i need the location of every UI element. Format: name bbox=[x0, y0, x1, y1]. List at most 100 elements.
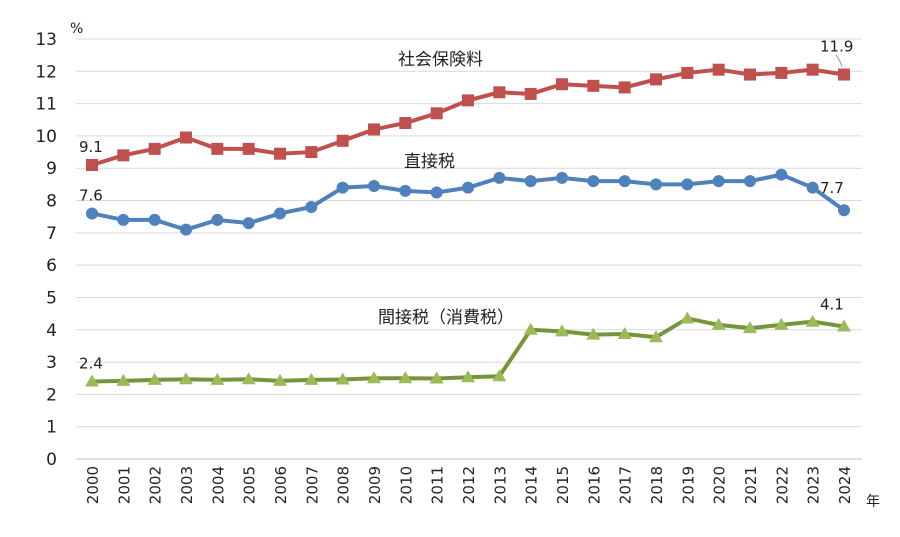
data-point bbox=[429, 371, 444, 384]
data-point bbox=[147, 372, 162, 385]
x-tick-label: 2020 bbox=[711, 466, 729, 504]
x-tick-label: 2024 bbox=[836, 466, 854, 504]
y-tick-label: 0 bbox=[46, 450, 57, 470]
data-point bbox=[148, 142, 161, 155]
x-axis-ticks: 2000 2001 2002 2003 2004 2005 2006 2007 2008 2009… bbox=[84, 466, 854, 504]
x-tick-label: 2008 bbox=[335, 466, 353, 504]
data-point bbox=[336, 181, 349, 194]
data-label-last: 11.9 bbox=[820, 38, 853, 56]
data-point bbox=[524, 175, 537, 188]
data-point bbox=[838, 68, 850, 81]
data-point bbox=[304, 372, 319, 385]
data-point bbox=[367, 371, 381, 384]
x-tick-label: 2018 bbox=[648, 466, 666, 504]
y-tick-label: 4 bbox=[46, 321, 57, 341]
data-point bbox=[180, 131, 192, 144]
series-0 bbox=[86, 63, 850, 171]
x-tick-label: 2011 bbox=[429, 466, 447, 504]
data-point bbox=[837, 319, 851, 332]
data-label-first: 9.1 bbox=[79, 138, 103, 156]
series-label-social-insurance: 社会保険料 bbox=[398, 50, 483, 70]
y-tick-label: 6 bbox=[46, 256, 57, 276]
data-point bbox=[774, 317, 789, 330]
data-point bbox=[368, 123, 380, 136]
x-tick-label: 2016 bbox=[585, 466, 603, 504]
data-point bbox=[587, 175, 600, 188]
data-point bbox=[775, 66, 788, 79]
data-point bbox=[712, 175, 725, 188]
data-point bbox=[180, 223, 192, 236]
data-label-first: 7.6 bbox=[79, 186, 103, 204]
series-2 bbox=[85, 311, 851, 387]
data-point bbox=[743, 321, 757, 334]
x-tick-label: 2021 bbox=[742, 466, 760, 504]
data-point bbox=[775, 168, 788, 181]
data-point bbox=[649, 330, 663, 343]
data-point bbox=[617, 326, 632, 339]
x-tick-label: 2009 bbox=[366, 466, 384, 504]
data-point bbox=[462, 181, 474, 194]
data-point bbox=[618, 81, 631, 94]
x-tick-label: 2022 bbox=[773, 466, 791, 504]
y-tick-label: 10 bbox=[35, 127, 57, 147]
x-tick-label: 2014 bbox=[523, 466, 541, 504]
data-point bbox=[274, 207, 286, 220]
data-point bbox=[211, 142, 224, 155]
data-point bbox=[650, 178, 662, 191]
x-tick-label: 2006 bbox=[272, 466, 290, 504]
data-label-last: 4.1 bbox=[820, 296, 844, 314]
data-point bbox=[211, 213, 224, 226]
data-label-last: 7.7 bbox=[820, 179, 844, 197]
data-point bbox=[117, 149, 130, 162]
leader-line bbox=[835, 54, 843, 67]
x-tick-label: 2004 bbox=[209, 466, 227, 504]
x-tick-label: 2017 bbox=[617, 466, 635, 504]
data-point bbox=[241, 372, 256, 385]
data-point bbox=[430, 107, 443, 120]
y-tick-label: 9 bbox=[46, 159, 57, 179]
data-point bbox=[618, 175, 631, 188]
data-point bbox=[524, 87, 537, 100]
x-tick-label: 2019 bbox=[679, 466, 697, 504]
x-tick-label: 2002 bbox=[147, 466, 165, 504]
x-tick-label: 2005 bbox=[241, 466, 259, 504]
data-point bbox=[86, 159, 98, 171]
data-point bbox=[274, 147, 286, 160]
data-label-first: 2.4 bbox=[79, 354, 103, 372]
x-tick-label: 2003 bbox=[178, 466, 196, 504]
data-point bbox=[462, 94, 474, 107]
data-point bbox=[555, 324, 569, 337]
data-point bbox=[680, 311, 695, 324]
data-point bbox=[242, 142, 255, 155]
y-tick-label: 2 bbox=[46, 385, 57, 405]
data-point bbox=[838, 204, 850, 217]
data-point bbox=[556, 78, 568, 91]
data-point bbox=[493, 171, 506, 184]
data-point bbox=[148, 213, 161, 226]
series-line bbox=[91, 67, 845, 167]
y-tick-label: 12 bbox=[35, 62, 57, 82]
x-tick-label: 2012 bbox=[460, 466, 478, 504]
data-point bbox=[712, 63, 725, 76]
data-point bbox=[242, 217, 255, 230]
data-point bbox=[335, 372, 350, 385]
data-point bbox=[399, 117, 412, 129]
data-point bbox=[650, 73, 662, 86]
y-tick-label: 1 bbox=[46, 418, 57, 438]
data-point bbox=[430, 186, 443, 199]
x-tick-label: 2013 bbox=[491, 466, 509, 504]
y-axis-label: % bbox=[70, 21, 83, 37]
data-point bbox=[493, 86, 506, 99]
data-point bbox=[492, 369, 507, 382]
data-point bbox=[744, 68, 756, 81]
y-tick-label: 8 bbox=[46, 192, 57, 212]
data-point bbox=[85, 374, 99, 387]
data-point bbox=[305, 201, 318, 213]
data-point bbox=[806, 63, 819, 76]
x-tick-label: 2001 bbox=[115, 466, 133, 504]
data-point bbox=[806, 181, 819, 194]
data-point bbox=[179, 372, 193, 385]
y-tick-label: 7 bbox=[46, 224, 57, 244]
